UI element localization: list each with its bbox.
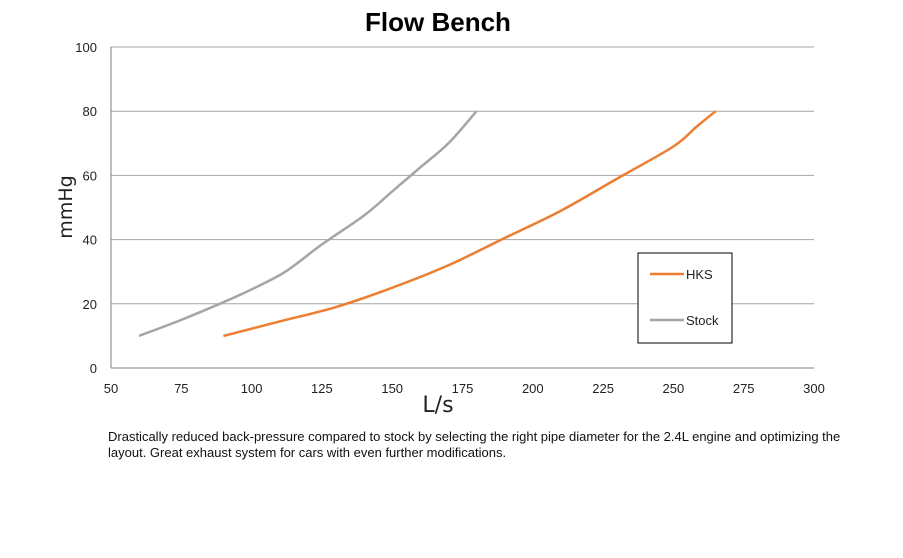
- y-tick-label: 60: [83, 168, 97, 183]
- x-tick-label: 300: [803, 381, 825, 396]
- y-tick-label: 100: [75, 40, 97, 55]
- x-tick-label: 150: [381, 381, 403, 396]
- legend-label-hks: HKS: [686, 267, 713, 282]
- x-tick-label: 250: [663, 381, 685, 396]
- y-axis-ticks: 0 20 40 60 80 100: [75, 40, 97, 376]
- x-tick-label: 100: [241, 381, 263, 396]
- x-tick-label: 175: [452, 381, 474, 396]
- x-tick-label: 125: [311, 381, 333, 396]
- y-tick-label: 80: [83, 104, 97, 119]
- gridlines: [110, 46, 814, 369]
- x-tick-label: 50: [104, 381, 118, 396]
- x-tick-label: 75: [174, 381, 188, 396]
- series-lines: [138, 110, 717, 338]
- series-line-stock: [138, 110, 478, 338]
- y-tick-label: 40: [83, 233, 97, 248]
- legend-box: [637, 252, 733, 344]
- flow-bench-chart: Flow Bench 0 20 40 60 80 100 50 75 100 125 150 175…: [55, 7, 825, 418]
- x-tick-label: 275: [733, 381, 755, 396]
- x-tick-label: 200: [522, 381, 544, 396]
- x-axis-ticks: 50 75 100 125 150 175 200 225 250 275 300: [104, 381, 825, 396]
- series-line-hks: [223, 110, 717, 338]
- x-axis-label: L/s: [422, 393, 453, 418]
- legend-label-stock: Stock: [686, 313, 719, 328]
- legend: HKS Stock: [637, 252, 733, 344]
- y-tick-label: 0: [90, 361, 97, 376]
- y-tick-label: 20: [83, 297, 97, 312]
- y-axis-label: mmHg: [55, 175, 77, 238]
- product-caption: Drastically reduced back-pressure compar…: [108, 429, 841, 460]
- chart-title: Flow Bench: [365, 7, 511, 37]
- x-tick-label: 225: [592, 381, 614, 396]
